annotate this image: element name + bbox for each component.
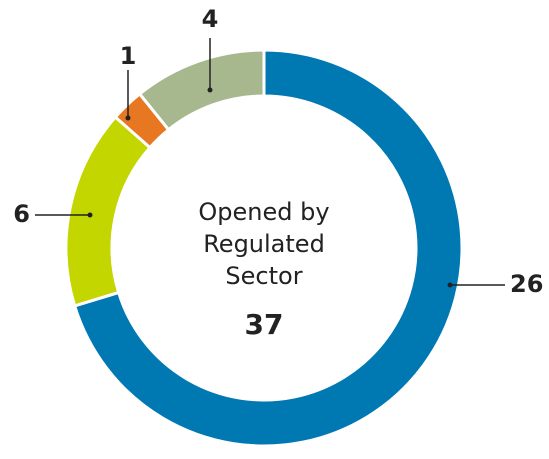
- donut-segment: [64, 115, 153, 308]
- center-text: Regulated: [203, 230, 325, 258]
- value-label: 26: [510, 270, 543, 298]
- center-text: Opened by: [198, 198, 329, 226]
- leader-dot: [87, 212, 93, 218]
- donut-segment: [72, 48, 464, 448]
- value-label: 4: [202, 5, 219, 33]
- value-label: 1: [120, 42, 137, 70]
- leader-dot: [447, 282, 453, 288]
- center-text: Sector: [225, 262, 302, 290]
- center-total: 37: [245, 308, 284, 341]
- leader-dot: [207, 87, 213, 93]
- value-label: 6: [13, 200, 30, 228]
- leader-dot: [125, 115, 131, 121]
